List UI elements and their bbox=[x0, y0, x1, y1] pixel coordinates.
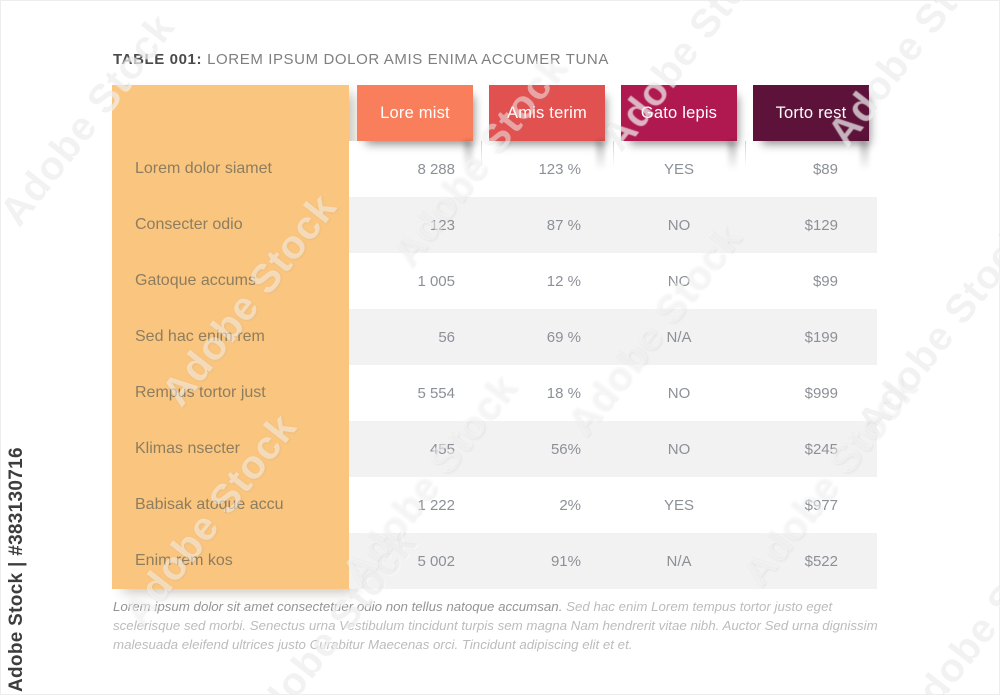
table-cell: 2% bbox=[481, 477, 613, 533]
column-header: Gato lepis bbox=[613, 85, 737, 167]
row-label: Enim rem kos bbox=[135, 552, 233, 569]
table-cell: 1 005 bbox=[349, 253, 481, 309]
watermark-diagonal: Adobe Stock bbox=[891, 507, 1000, 695]
table-cell: YES bbox=[613, 141, 745, 197]
row-label: Klimas nsecter bbox=[135, 440, 240, 457]
table-cell: YES bbox=[613, 477, 745, 533]
table-cell: 18 % bbox=[481, 365, 613, 421]
table-cell: 5 554 bbox=[349, 365, 481, 421]
table-cell: 1 222 bbox=[349, 477, 481, 533]
column-header-cell: Torto rest bbox=[745, 85, 877, 167]
table-cell: 5 002 bbox=[349, 533, 481, 589]
table-cell: 56% bbox=[481, 421, 613, 477]
column-header: Lore mist bbox=[357, 85, 473, 141]
column-header: Torto rest bbox=[745, 85, 869, 167]
row-label: Rempus tortor just bbox=[135, 384, 266, 401]
table-cell: 12 % bbox=[481, 253, 613, 309]
watermark-stock-id: Adobe Stock | #383130716 bbox=[6, 447, 27, 692]
row-label: Lorem dolor siamet bbox=[135, 160, 272, 177]
footer-lead-sentence: Lorem ipsum dolor sit amet consectetuer … bbox=[113, 599, 563, 614]
row-label: Gatoque accums bbox=[135, 272, 256, 289]
row-label: Babisak atoque accu bbox=[135, 496, 284, 513]
table-cell: $199 bbox=[745, 309, 877, 365]
table-cell: $99 bbox=[745, 253, 877, 309]
table-cell: $129 bbox=[745, 197, 877, 253]
table-cell: NO bbox=[613, 253, 745, 309]
table-cell: N/A bbox=[613, 309, 745, 365]
table-cell: $977 bbox=[745, 477, 877, 533]
row-header-column-top bbox=[112, 85, 349, 141]
table-cell: 56 bbox=[349, 309, 481, 365]
table-cell: N/A bbox=[613, 533, 745, 589]
table-cell: $522 bbox=[745, 533, 877, 589]
table-cell: $999 bbox=[745, 365, 877, 421]
row-label: Consecter odio bbox=[135, 216, 243, 233]
table-cell: 69 % bbox=[481, 309, 613, 365]
table-title-rest: LOREM IPSUM DOLOR AMIS ENIMA ACCUMER TUN… bbox=[207, 51, 609, 68]
column-header: Amis terim bbox=[481, 85, 605, 167]
table-cell: 91% bbox=[481, 533, 613, 589]
table-cell: NO bbox=[613, 365, 745, 421]
table-title: TABLE 001: LOREM IPSUM DOLOR AMIS ENIMA A… bbox=[113, 51, 609, 68]
footer-paragraph: Lorem ipsum dolor sit amet consectetuer … bbox=[113, 597, 887, 654]
table-cell: 123 bbox=[349, 197, 481, 253]
data-table: Lore mist Amis terim Gato lepis Torto rest L… bbox=[112, 85, 877, 589]
table-cell: 8 288 bbox=[349, 141, 481, 197]
footer-rest-text: Sed hac enim Lorem tempus tortor justo e… bbox=[113, 599, 878, 652]
table-cell: 87 % bbox=[481, 197, 613, 253]
table-cell: $245 bbox=[745, 421, 877, 477]
row-label: Sed hac enim rem bbox=[135, 328, 265, 345]
table-cell: 123 % bbox=[481, 141, 613, 197]
table-title-prefix: TABLE 001: bbox=[113, 51, 203, 68]
column-header-cell: Gato lepis bbox=[613, 85, 745, 167]
table-cell: $89 bbox=[745, 141, 877, 197]
table-cell: NO bbox=[613, 197, 745, 253]
column-header-cell: Amis terim bbox=[481, 85, 613, 167]
row-header-column-bg bbox=[112, 85, 349, 589]
column-header-cell: Lore mist bbox=[349, 85, 481, 141]
table-cell: NO bbox=[613, 421, 745, 477]
table-cell: 455 bbox=[349, 421, 481, 477]
